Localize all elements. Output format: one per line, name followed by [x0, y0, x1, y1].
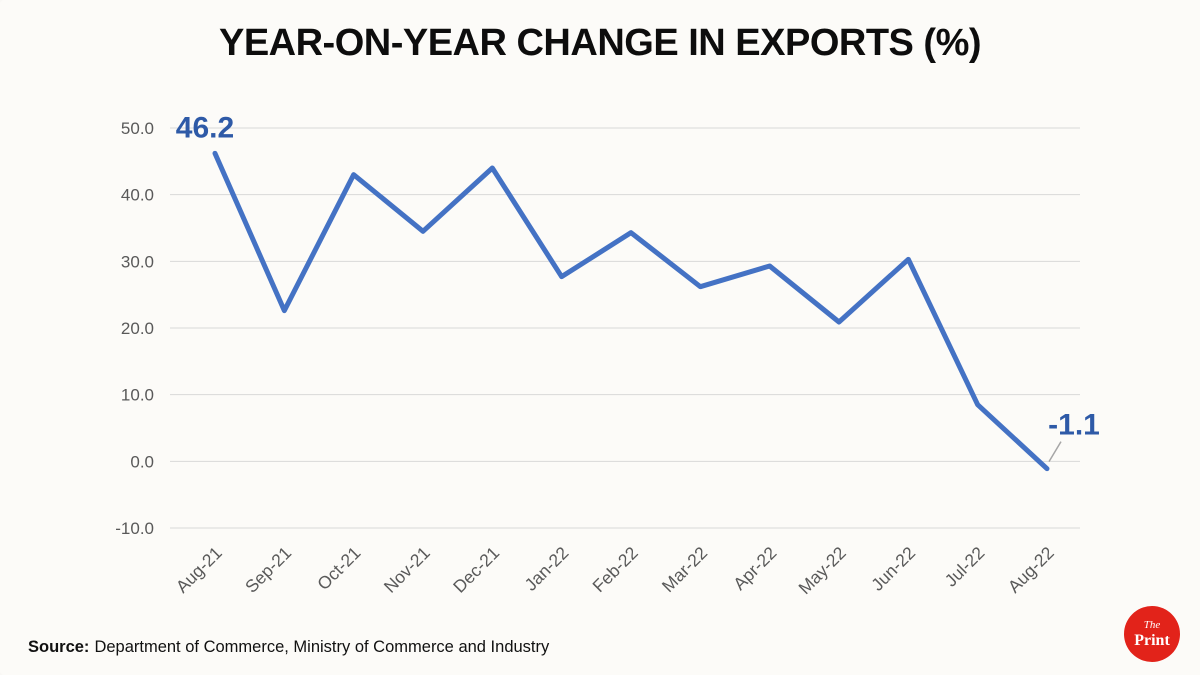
x-axis-tick-label: Aug-22 — [1004, 543, 1058, 597]
data-label: 46.2 — [176, 111, 234, 144]
chart-title: YEAR-ON-YEAR CHANGE IN EXPORTS (%) — [218, 22, 982, 64]
source-note: Source: Department of Commerce, Ministry … — [28, 638, 549, 657]
theprint-logo: The Print — [1124, 606, 1180, 662]
source-label: Source: — [28, 638, 90, 656]
x-axis-tick-label: Apr-22 — [729, 543, 780, 594]
line-chart: 50.0 40.0 30.0 20.0 10.0 0.0 -10.0 Aug-21 Sep-21… — [115, 111, 1100, 598]
x-axis-labels: Aug-21 Sep-21 Oct-21 Nov-21 Dec-21 Jan-22 Feb-… — [172, 543, 1058, 598]
y-axis-labels: 50.0 40.0 30.0 20.0 10.0 0.0 -10.0 — [115, 119, 154, 538]
x-axis-tick-label: Aug-21 — [172, 543, 226, 597]
y-axis-tick-label: 30.0 — [121, 252, 154, 271]
y-axis-tick-label: 40.0 — [121, 186, 154, 205]
series-line — [212, 150, 1050, 472]
x-axis-tick-label: Nov-21 — [380, 543, 434, 597]
gridlines — [170, 127, 1080, 529]
x-axis-tick-label: May-22 — [794, 543, 849, 598]
x-axis-tick-label: Feb-22 — [588, 543, 641, 596]
x-axis-tick-label: Oct-21 — [313, 543, 364, 594]
x-axis-tick-label: Sep-21 — [241, 543, 295, 597]
theprint-logo-print: Print — [1134, 631, 1170, 649]
y-axis-tick-label: 10.0 — [121, 386, 154, 405]
x-axis-tick-label: Jun-22 — [867, 543, 919, 595]
y-axis-tick-label: -10.0 — [115, 519, 154, 538]
y-axis-tick-label: 50.0 — [121, 119, 154, 138]
annotation-leader-line — [1048, 441, 1062, 463]
y-axis-tick-label: 0.0 — [130, 452, 154, 471]
source-text: Department of Commerce, Ministry of Comm… — [94, 638, 550, 656]
x-axis-tick-label: Dec-21 — [449, 543, 503, 597]
data-label: -1.1 — [1048, 409, 1100, 442]
x-axis-tick-label: Jul-22 — [941, 543, 989, 591]
x-axis-tick-label: Mar-22 — [658, 543, 711, 596]
y-axis-tick-label: 20.0 — [121, 319, 154, 338]
theprint-logo-the: The — [1143, 618, 1161, 631]
x-axis-tick-label: Jan-22 — [521, 543, 573, 595]
